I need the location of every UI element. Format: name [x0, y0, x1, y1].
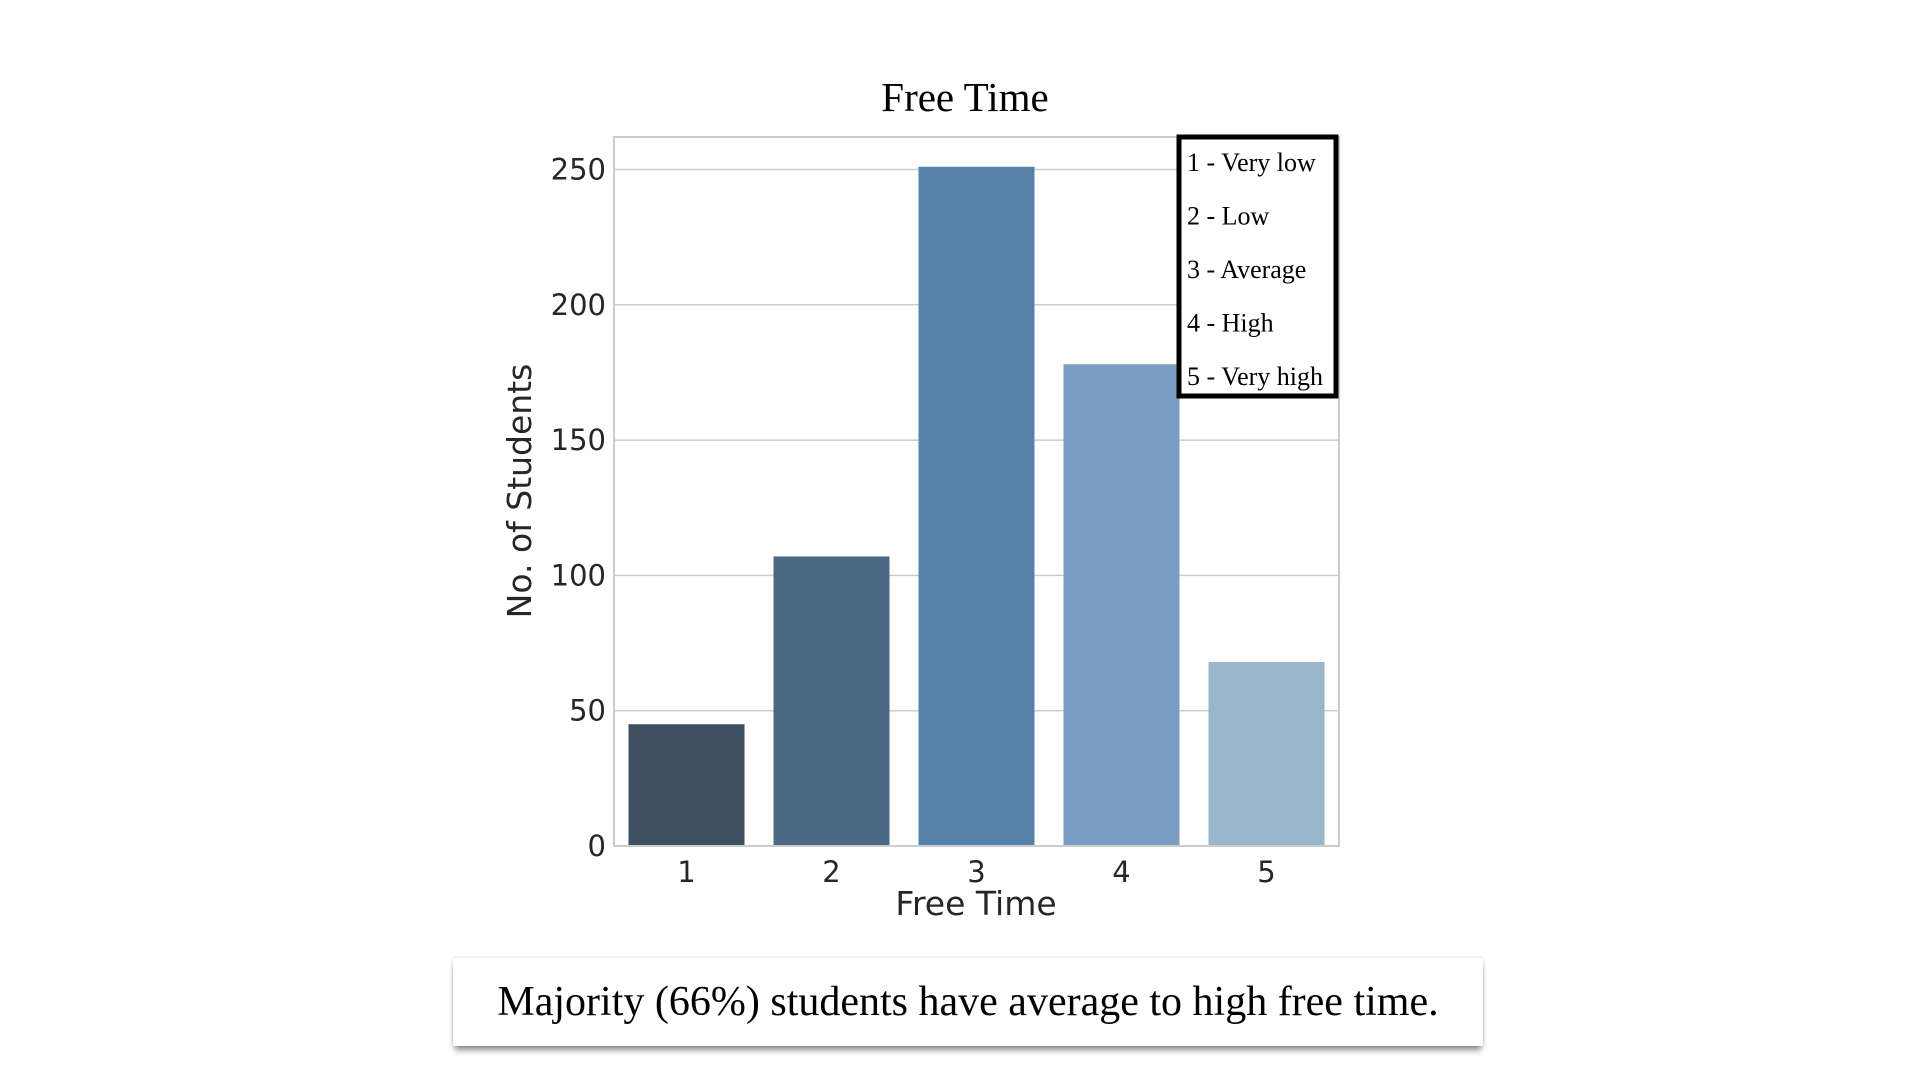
x-tick-label: 5	[1257, 855, 1275, 889]
bar-1	[628, 724, 745, 846]
chart-title: Free Time	[881, 74, 1048, 120]
y-tick-label: 200	[551, 288, 606, 322]
legend-entry: 4 - High	[1187, 309, 1274, 338]
x-tick-label: 4	[1112, 855, 1130, 889]
y-tick-label: 50	[569, 694, 606, 728]
legend-entry: 2 - Low	[1187, 202, 1270, 231]
bar-3	[918, 166, 1035, 846]
legend-entry: 3 - Average	[1187, 255, 1306, 284]
legend-box	[1176, 134, 1339, 399]
x-axis-label: Free Time	[895, 884, 1056, 923]
x-tick-label: 1	[677, 855, 695, 889]
legend-entry: 1 - Very low	[1187, 148, 1316, 177]
bar-4	[1063, 364, 1180, 846]
y-tick-label: 100	[551, 558, 606, 592]
x-tick-label: 3	[967, 855, 985, 889]
legend: 1 - Very low 2 - Low 3 - Average 4 - High 5 …	[1176, 134, 1339, 399]
y-axis-label: No. of Students	[500, 364, 539, 619]
caption-box: Majority (66%) students have average to …	[453, 958, 1483, 1046]
x-tick-labels: 1 2 3 4 5	[677, 855, 1275, 889]
caption-text: Majority (66%) students have average to …	[497, 979, 1439, 1025]
y-tick-label: 150	[551, 423, 606, 457]
bar-2	[773, 556, 890, 846]
y-tick-label: 0	[588, 829, 606, 863]
bar-5	[1208, 661, 1325, 846]
legend-entry: 5 - Very high	[1187, 362, 1323, 391]
y-tick-label: 250	[551, 152, 606, 186]
y-tick-labels: 0 50 100 150 200 250	[551, 152, 606, 863]
plot-frame	[613, 136, 1340, 847]
bars	[628, 166, 1325, 846]
x-tick-label: 2	[822, 855, 840, 889]
